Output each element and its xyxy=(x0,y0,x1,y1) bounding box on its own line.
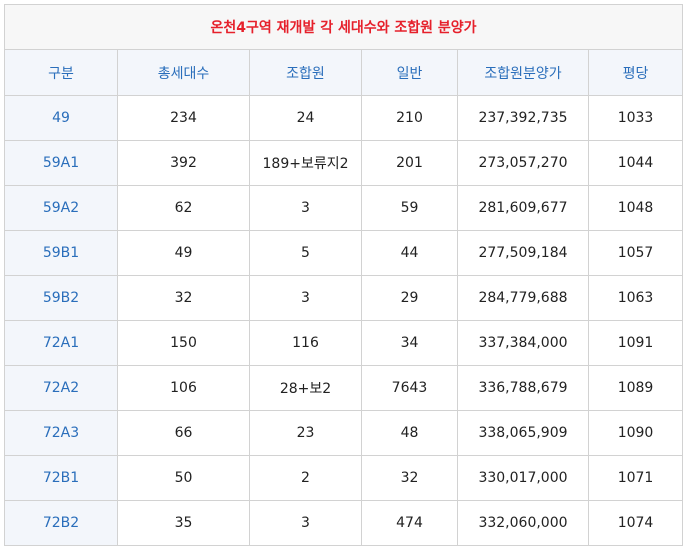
price-per-pyeong-cell: 1071 xyxy=(587,455,684,501)
type-cell: 72A1 xyxy=(4,320,118,366)
table-row: 59B2 32 3 29 284,779,688 1063 xyxy=(4,275,684,321)
table-row: 72B1 50 2 32 330,017,000 1071 xyxy=(4,455,684,501)
total-units-cell: 50 xyxy=(117,455,250,501)
type-cell: 59B2 xyxy=(4,275,118,321)
member-price-cell: 281,609,677 xyxy=(457,185,589,231)
table-row: 49 234 24 210 237,392,735 1033 xyxy=(4,95,684,141)
table-row: 72A2 106 28+보2 7643 336,788,679 1089 xyxy=(4,365,684,411)
price-per-pyeong-cell: 1090 xyxy=(587,410,684,456)
total-units-cell: 66 xyxy=(117,410,250,456)
table-container: 온천4구역 재개발 각 세대수와 조합원 분양가 구분 총세대수 조합원 일반 … xyxy=(3,4,684,546)
members-cell: 24 xyxy=(249,95,362,141)
table-row: 59A1 392 189+보류지2 201 273,057,270 1044 xyxy=(4,140,684,186)
type-cell: 72A3 xyxy=(4,410,118,456)
column-header-member-price: 조합원분양가 xyxy=(457,49,589,96)
total-units-cell: 150 xyxy=(117,320,250,366)
column-header-type: 구분 xyxy=(4,49,118,96)
column-header-price-per-pyeong: 평당 xyxy=(587,49,684,96)
price-per-pyeong-cell: 1044 xyxy=(587,140,684,186)
general-cell: 7643 xyxy=(361,365,458,411)
table-row: 59A2 62 3 59 281,609,677 1048 xyxy=(4,185,684,231)
total-units-cell: 32 xyxy=(117,275,250,321)
general-cell: 44 xyxy=(361,230,458,276)
general-cell: 32 xyxy=(361,455,458,501)
column-header-general: 일반 xyxy=(361,49,458,96)
members-cell: 3 xyxy=(249,275,362,321)
members-cell: 3 xyxy=(249,185,362,231)
price-per-pyeong-cell: 1091 xyxy=(587,320,684,366)
member-price-cell: 336,788,679 xyxy=(457,365,589,411)
general-cell: 201 xyxy=(361,140,458,186)
members-cell: 5 xyxy=(249,230,362,276)
member-price-cell: 284,779,688 xyxy=(457,275,589,321)
general-cell: 34 xyxy=(361,320,458,366)
table-title: 온천4구역 재개발 각 세대수와 조합원 분양가 xyxy=(3,4,684,50)
general-cell: 474 xyxy=(361,500,458,546)
members-cell: 28+보2 xyxy=(249,365,362,411)
member-price-cell: 273,057,270 xyxy=(457,140,589,186)
total-units-cell: 234 xyxy=(117,95,250,141)
general-cell: 48 xyxy=(361,410,458,456)
price-per-pyeong-cell: 1089 xyxy=(587,365,684,411)
total-units-cell: 62 xyxy=(117,185,250,231)
table-row: 72A3 66 23 48 338,065,909 1090 xyxy=(4,410,684,456)
members-cell: 3 xyxy=(249,500,362,546)
general-cell: 59 xyxy=(361,185,458,231)
type-cell: 59A2 xyxy=(4,185,118,231)
total-units-cell: 49 xyxy=(117,230,250,276)
type-cell: 59B1 xyxy=(4,230,118,276)
members-cell: 2 xyxy=(249,455,362,501)
type-cell: 72A2 xyxy=(4,365,118,411)
general-cell: 210 xyxy=(361,95,458,141)
type-cell: 72B1 xyxy=(4,455,118,501)
column-header-members: 조합원 xyxy=(249,49,362,96)
member-price-cell: 277,509,184 xyxy=(457,230,589,276)
member-price-cell: 337,384,000 xyxy=(457,320,589,366)
member-price-cell: 237,392,735 xyxy=(457,95,589,141)
price-per-pyeong-cell: 1063 xyxy=(587,275,684,321)
member-price-cell: 338,065,909 xyxy=(457,410,589,456)
total-units-cell: 106 xyxy=(117,365,250,411)
table-row: 72A1 150 116 34 337,384,000 1091 xyxy=(4,320,684,366)
table-row: 59B1 49 5 44 277,509,184 1057 xyxy=(4,230,684,276)
price-per-pyeong-cell: 1048 xyxy=(587,185,684,231)
table-row: 72B2 35 3 474 332,060,000 1074 xyxy=(4,500,684,546)
table-body: 49 234 24 210 237,392,735 1033 59A1 392 189+보류지2… xyxy=(4,95,684,546)
type-cell: 59A1 xyxy=(4,140,118,186)
type-cell: 49 xyxy=(4,95,118,141)
members-cell: 23 xyxy=(249,410,362,456)
header-row: 구분 총세대수 조합원 일반 조합원분양가 평당 xyxy=(4,49,684,96)
price-per-pyeong-cell: 1074 xyxy=(587,500,684,546)
price-per-pyeong-cell: 1033 xyxy=(587,95,684,141)
general-cell: 29 xyxy=(361,275,458,321)
total-units-cell: 35 xyxy=(117,500,250,546)
type-cell: 72B2 xyxy=(4,500,118,546)
member-price-cell: 330,017,000 xyxy=(457,455,589,501)
members-cell: 116 xyxy=(249,320,362,366)
total-units-cell: 392 xyxy=(117,140,250,186)
presale-price-table: 온천4구역 재개발 각 세대수와 조합원 분양가 구분 총세대수 조합원 일반 … xyxy=(3,4,684,546)
member-price-cell: 332,060,000 xyxy=(457,500,589,546)
column-header-total-units: 총세대수 xyxy=(117,49,250,96)
members-cell: 189+보류지2 xyxy=(249,140,362,186)
price-per-pyeong-cell: 1057 xyxy=(587,230,684,276)
